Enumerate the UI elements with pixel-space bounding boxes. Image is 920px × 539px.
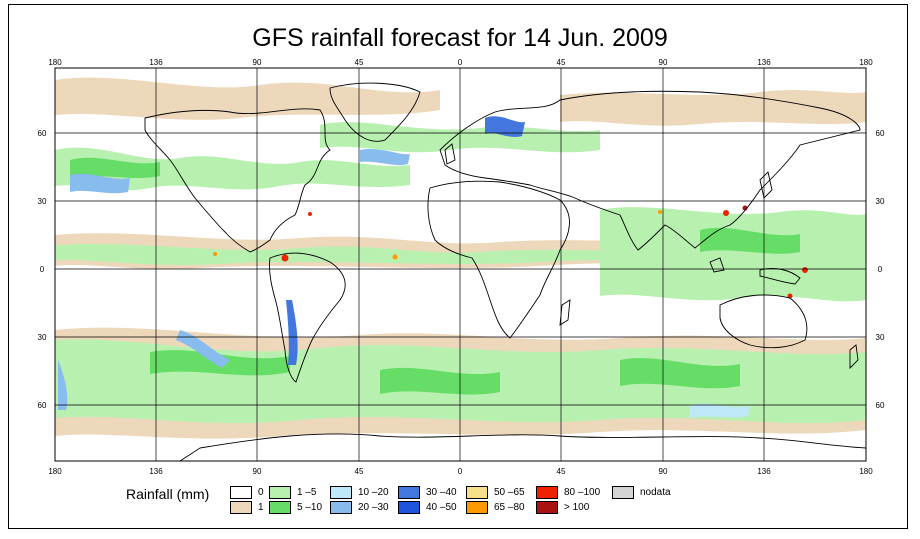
lon-tick-bottom: 180: [48, 467, 62, 476]
legend-title: Rainfall (mm): [126, 486, 210, 502]
legend-label: 50 –65: [494, 487, 525, 498]
legend-swatch: [612, 486, 634, 499]
legend-label: nodata: [640, 487, 671, 498]
bottom-lon-ticks: 180 136 90 45 0 45 90 136 180: [48, 467, 873, 476]
lon-tick-bottom: 0: [458, 467, 463, 476]
legend-swatch: [269, 486, 291, 499]
lon-tick-top: 0: [458, 58, 463, 67]
legend-label: 5 –10: [297, 502, 323, 513]
lat-tick-right: 60: [876, 129, 885, 138]
lat-tick-right: 30: [876, 333, 885, 342]
legend-swatch: [536, 486, 558, 499]
lon-tick-top: 136: [149, 58, 163, 67]
lon-tick-bottom: 45: [355, 467, 364, 476]
legend-label: 1: [258, 502, 264, 513]
legend-swatch: [398, 501, 420, 514]
lat-tick-left: 0: [40, 265, 45, 274]
legend-swatch: [466, 486, 488, 499]
lon-tick-top: 136: [757, 58, 771, 67]
legend-swatch: [230, 501, 252, 514]
legend-label: 0: [258, 487, 264, 498]
lon-tick-bottom: 90: [659, 467, 668, 476]
map-border: [54, 67, 867, 462]
lat-tick-left: 30: [38, 333, 47, 342]
lon-tick-top: 45: [355, 58, 364, 67]
legend-label: 80 –100: [564, 487, 601, 498]
lat-tick-right: 60: [876, 401, 885, 410]
legend-label: 10 –20: [358, 487, 389, 498]
legend-label: > 100: [564, 502, 590, 513]
legend-swatch: [230, 486, 252, 499]
legend-label: 30 –40: [426, 487, 457, 498]
legend-label: 40 –50: [426, 502, 457, 513]
legend-label: 1 –5: [297, 487, 317, 498]
legend-swatch: [466, 501, 488, 514]
right-lat-ticks: 60 30 0 30 60: [876, 129, 885, 410]
lon-tick-top: 180: [859, 58, 873, 67]
lat-tick-right: 30: [876, 197, 885, 206]
lon-tick-top: 180: [48, 58, 62, 67]
lon-tick-top: 90: [253, 58, 262, 67]
lat-tick-right: 0: [878, 265, 883, 274]
legend-swatch: [398, 486, 420, 499]
lon-tick-bottom: 136: [757, 467, 771, 476]
lat-tick-left: 60: [38, 401, 47, 410]
lat-tick-left: 30: [38, 197, 47, 206]
top-lon-ticks: 180 136 90 45 0 45 90 136 180: [48, 58, 873, 67]
map-title: GFS rainfall forecast for 14 Jun. 2009: [252, 24, 668, 52]
lon-tick-top: 45: [557, 58, 566, 67]
legend-swatch: [330, 486, 352, 499]
legend-swatch: [536, 501, 558, 514]
coastlines: [144, 82, 866, 461]
legend-swatch: [269, 501, 291, 514]
lon-tick-bottom: 90: [253, 467, 262, 476]
legend-label: 65 –80: [494, 502, 525, 513]
lon-tick-top: 90: [659, 58, 668, 67]
graticule: [55, 68, 866, 461]
lon-tick-bottom: 136: [149, 467, 163, 476]
lon-tick-bottom: 45: [557, 467, 566, 476]
lon-tick-bottom: 180: [859, 467, 873, 476]
legend-label: 20 –30: [358, 502, 389, 513]
lat-tick-left: 60: [38, 129, 47, 138]
left-lat-ticks: 60 30 0 30 60: [38, 129, 47, 410]
legend-swatch: [330, 501, 352, 514]
